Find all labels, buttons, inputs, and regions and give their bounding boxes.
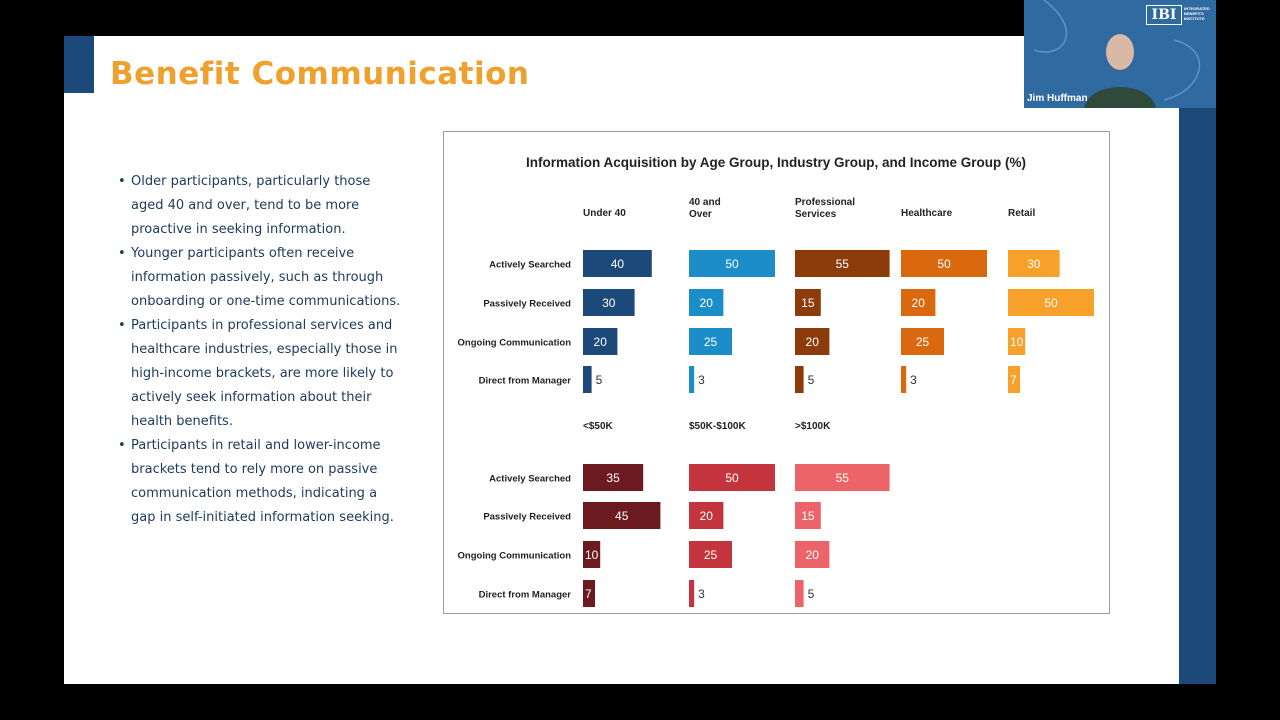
data-label: 20 (700, 296, 714, 310)
participant-face (1106, 34, 1134, 70)
bar (583, 328, 618, 355)
video-background (1033, 0, 1201, 108)
participant-name: Jim Huffman (1027, 93, 1088, 104)
data-label: 5 (808, 587, 815, 601)
bar (689, 250, 775, 277)
participant-body (1084, 87, 1156, 108)
data-label: 3 (910, 373, 917, 387)
data-label: 30 (1027, 257, 1041, 271)
bar (901, 250, 987, 277)
bar (795, 541, 830, 568)
bar (795, 464, 890, 491)
bar (1008, 289, 1094, 316)
slide-title: Benefit Communication (110, 56, 530, 92)
bullet-item: Participants in professional services an… (118, 314, 403, 434)
bar (689, 541, 732, 568)
slide: Benefit Communication Older participants… (64, 36, 1216, 684)
data-label: 30 (602, 296, 616, 310)
category-label: Actively Searched (489, 260, 571, 271)
chart-container: Information Acquisition by Age Group, In… (443, 131, 1110, 614)
slide-accent-right (1179, 36, 1216, 684)
group-header: 40 and Over (689, 197, 721, 220)
bar (583, 502, 661, 529)
category-label: Actively Searched (489, 474, 571, 485)
bar (795, 366, 804, 393)
data-label: 35 (606, 471, 620, 485)
bullet-item: Younger participants often receive infor… (118, 242, 403, 314)
data-label: 10 (1010, 335, 1024, 349)
category-label: Direct from Manager (479, 590, 572, 601)
category-label: Passively Received (483, 299, 571, 310)
category-label: Direct from Manager (479, 376, 572, 387)
group-header: Professional Services (795, 197, 855, 220)
bar (901, 289, 936, 316)
data-label: 50 (725, 471, 739, 485)
bar (583, 366, 592, 393)
data-label: 45 (615, 509, 629, 523)
data-label: 20 (806, 335, 820, 349)
bar (795, 250, 890, 277)
bar (689, 464, 775, 491)
data-label: 20 (594, 335, 608, 349)
data-label: 5 (808, 373, 815, 387)
category-label: Ongoing Communication (458, 338, 572, 349)
bullet-item: Participants in retail and lower-income … (118, 434, 403, 530)
chart: Information Acquisition by Age Group, In… (458, 155, 1094, 607)
data-label: 50 (1044, 296, 1058, 310)
data-label: 10 (585, 548, 599, 562)
bar (583, 541, 601, 568)
video-tile[interactable]: IBI INTEGRATED BENEFITS INSTITUTE Jim Hu… (1024, 0, 1216, 108)
data-label: 5 (596, 373, 603, 387)
bar (795, 502, 821, 529)
bar (1008, 366, 1021, 393)
data-label: 20 (912, 296, 926, 310)
group-header: Under 40 (583, 208, 626, 219)
bar (1008, 250, 1060, 277)
data-label: 55 (836, 471, 850, 485)
bar (901, 366, 907, 393)
bar (583, 464, 644, 491)
bar (583, 580, 596, 607)
chart-title: Information Acquisition by Age Group, In… (526, 155, 1026, 170)
group-header: Healthcare (901, 208, 953, 219)
bullet-list: Older participants, particularly those a… (118, 170, 403, 530)
data-label: 25 (704, 335, 718, 349)
group-header: $50K-$100K (689, 421, 746, 432)
bar (795, 289, 821, 316)
group-header: Retail (1008, 208, 1035, 219)
category-label: Ongoing Communication (458, 551, 572, 562)
data-label: 50 (937, 257, 951, 271)
bar (689, 502, 724, 529)
data-label: 3 (698, 373, 705, 387)
bar (689, 328, 732, 355)
data-label: 20 (700, 509, 714, 523)
bar (583, 289, 635, 316)
bar (1008, 328, 1026, 355)
bar (583, 250, 652, 277)
bar (901, 328, 944, 355)
data-label: 7 (585, 587, 592, 601)
bar (795, 328, 830, 355)
ibi-logo-text: INTEGRATED BENEFITS INSTITUTE (1184, 6, 1210, 21)
data-label: 25 (916, 335, 930, 349)
ibi-logo: IBI (1146, 5, 1182, 25)
data-label: 55 (836, 257, 850, 271)
data-label: 7 (1010, 373, 1017, 387)
data-label: 20 (806, 548, 820, 562)
bar (689, 366, 695, 393)
data-label: 3 (698, 587, 705, 601)
slide-accent-left (64, 36, 94, 93)
bar (795, 580, 804, 607)
data-label: 25 (704, 548, 718, 562)
group-header: >$100K (795, 421, 831, 432)
category-label: Passively Received (483, 512, 571, 523)
data-label: 40 (611, 257, 625, 271)
data-label: 50 (725, 257, 739, 271)
bar (689, 289, 724, 316)
data-label: 15 (801, 296, 815, 310)
group-header: <$50K (583, 421, 614, 432)
bullet-item: Older participants, particularly those a… (118, 170, 403, 242)
bar (689, 580, 695, 607)
data-label: 15 (801, 509, 815, 523)
